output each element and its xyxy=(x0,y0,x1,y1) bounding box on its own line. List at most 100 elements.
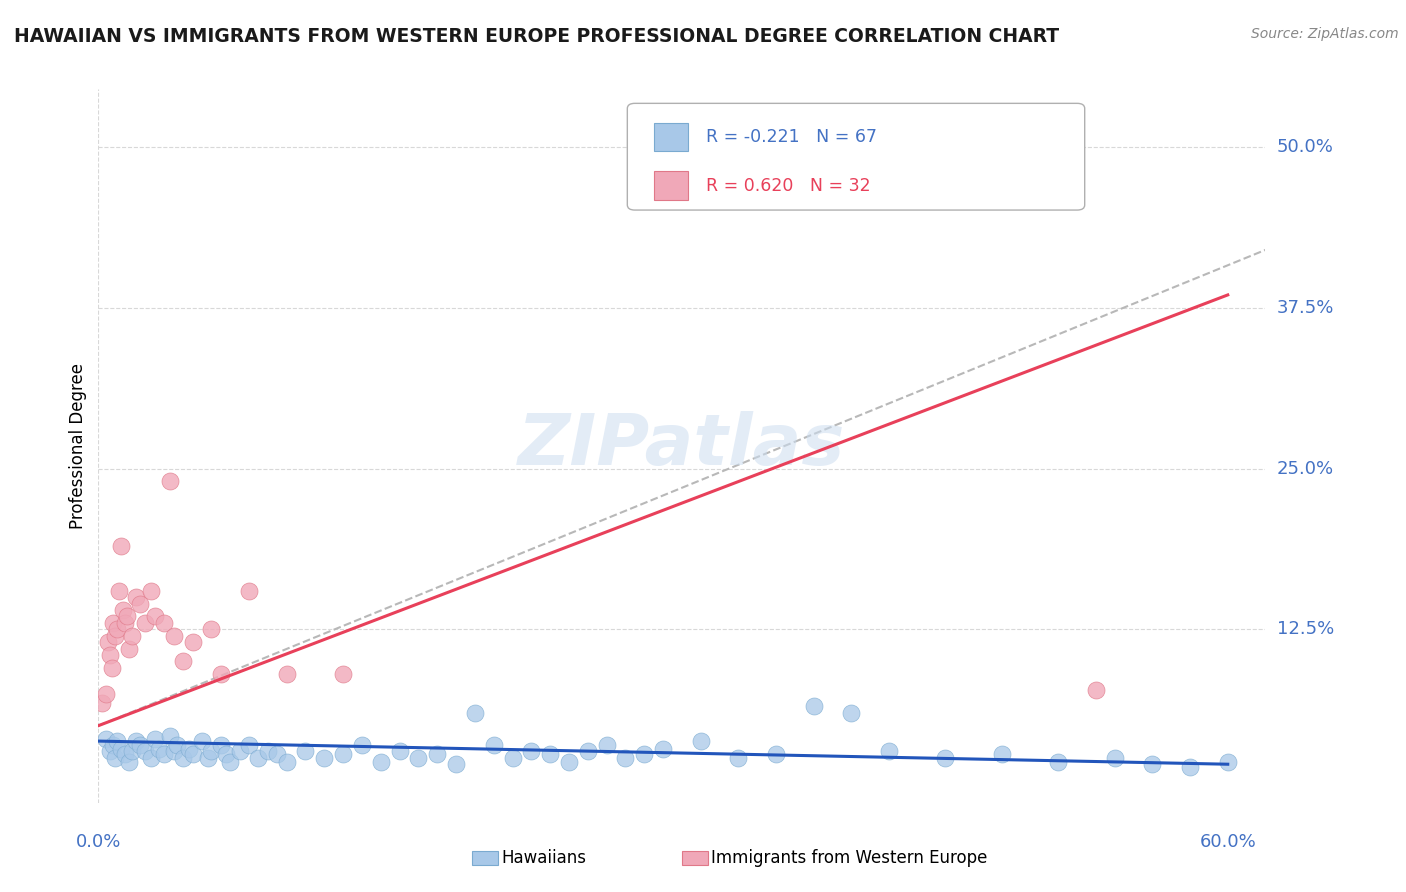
Point xyxy=(163,744,186,758)
Point xyxy=(1104,751,1126,765)
Point xyxy=(128,597,150,611)
Point xyxy=(256,744,278,758)
Point xyxy=(877,744,900,758)
Point xyxy=(332,747,354,761)
Point xyxy=(839,706,862,720)
Point xyxy=(1085,682,1108,697)
Y-axis label: Professional Degree: Professional Degree xyxy=(69,363,87,529)
Text: 37.5%: 37.5% xyxy=(1277,299,1334,317)
Point xyxy=(125,590,148,604)
Point xyxy=(1142,757,1164,772)
Point xyxy=(765,747,787,761)
Point xyxy=(103,738,125,752)
Point xyxy=(114,615,136,630)
Point xyxy=(215,747,238,761)
Point xyxy=(117,755,139,769)
Point xyxy=(614,751,637,765)
Point xyxy=(238,583,260,598)
Point xyxy=(153,615,176,630)
Point xyxy=(177,741,200,756)
Point xyxy=(1178,760,1201,774)
Point xyxy=(276,667,298,681)
Point xyxy=(991,747,1014,761)
Text: Immigrants from Western Europe: Immigrants from Western Europe xyxy=(711,849,987,867)
Point xyxy=(94,731,117,746)
Text: ZIPatlas: ZIPatlas xyxy=(519,411,845,481)
Point xyxy=(103,615,125,630)
Bar xyxy=(472,851,498,865)
Point xyxy=(219,755,242,769)
Point xyxy=(91,696,114,710)
Point xyxy=(104,751,127,765)
Point xyxy=(689,734,711,748)
Point xyxy=(276,755,298,769)
Point xyxy=(200,744,222,758)
Point xyxy=(94,686,117,700)
Point xyxy=(121,629,143,643)
Point xyxy=(110,539,132,553)
Point xyxy=(388,744,411,758)
Point xyxy=(558,755,581,769)
Point xyxy=(915,127,938,141)
Point xyxy=(520,744,543,758)
Point xyxy=(538,747,561,761)
Point xyxy=(426,747,449,761)
Point xyxy=(370,755,392,769)
Point xyxy=(652,741,675,756)
Point xyxy=(98,744,121,758)
Point xyxy=(197,751,219,765)
Text: Hawaiians: Hawaiians xyxy=(501,849,586,867)
Text: 25.0%: 25.0% xyxy=(1277,459,1334,477)
Point xyxy=(181,747,204,761)
Bar xyxy=(682,851,707,865)
Point xyxy=(98,648,121,662)
Point xyxy=(200,622,222,636)
Point xyxy=(117,641,139,656)
Point xyxy=(125,734,148,748)
Point xyxy=(934,751,956,765)
Point xyxy=(247,751,270,765)
Point xyxy=(464,706,486,720)
Point xyxy=(633,747,655,761)
Point xyxy=(114,747,136,761)
Point xyxy=(134,744,156,758)
Point xyxy=(408,751,430,765)
Point xyxy=(139,583,162,598)
Point xyxy=(1216,755,1239,769)
Point xyxy=(294,744,316,758)
Point xyxy=(266,747,288,761)
Text: 0.0%: 0.0% xyxy=(76,833,121,851)
Point xyxy=(595,738,617,752)
Point xyxy=(314,751,336,765)
FancyBboxPatch shape xyxy=(627,103,1084,210)
Point xyxy=(444,757,467,772)
Point xyxy=(238,738,260,752)
Point xyxy=(803,699,825,714)
Point xyxy=(110,741,132,756)
Point xyxy=(104,629,127,643)
Point xyxy=(332,667,354,681)
Point xyxy=(159,475,181,489)
Point xyxy=(148,741,170,756)
Bar xyxy=(654,171,688,200)
Bar xyxy=(654,122,688,151)
Point xyxy=(108,583,131,598)
Text: 50.0%: 50.0% xyxy=(1277,138,1333,156)
Point xyxy=(105,734,128,748)
Text: HAWAIIAN VS IMMIGRANTS FROM WESTERN EUROPE PROFESSIONAL DEGREE CORRELATION CHART: HAWAIIAN VS IMMIGRANTS FROM WESTERN EURO… xyxy=(14,27,1059,45)
Point xyxy=(172,751,194,765)
Point xyxy=(502,751,524,765)
Point xyxy=(1047,755,1070,769)
Point xyxy=(139,751,162,765)
Point xyxy=(100,661,122,675)
Point xyxy=(576,744,599,758)
Point xyxy=(159,729,181,743)
Text: R = 0.620   N = 32: R = 0.620 N = 32 xyxy=(706,177,870,194)
Point xyxy=(153,747,176,761)
Point xyxy=(143,731,166,746)
Point xyxy=(128,738,150,752)
Point xyxy=(121,744,143,758)
Point xyxy=(181,635,204,649)
Text: R = -0.221   N = 67: R = -0.221 N = 67 xyxy=(706,128,877,145)
Point xyxy=(105,622,128,636)
